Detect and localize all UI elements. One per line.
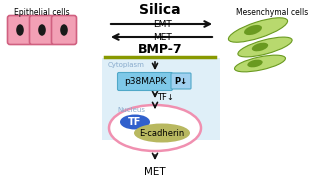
Ellipse shape	[252, 43, 268, 51]
Ellipse shape	[244, 25, 262, 35]
Ellipse shape	[229, 18, 288, 42]
Text: Silica: Silica	[139, 3, 181, 17]
Ellipse shape	[134, 123, 190, 143]
Ellipse shape	[235, 55, 285, 72]
FancyBboxPatch shape	[30, 15, 55, 44]
FancyBboxPatch shape	[102, 58, 220, 140]
Text: Cytoplasm: Cytoplasm	[108, 62, 145, 68]
Text: EMT: EMT	[152, 20, 171, 29]
FancyBboxPatch shape	[7, 15, 32, 44]
Text: Nucleus: Nucleus	[117, 107, 145, 113]
Text: P↓: P↓	[174, 77, 187, 85]
FancyBboxPatch shape	[117, 73, 172, 91]
Ellipse shape	[247, 60, 263, 67]
Text: TF: TF	[128, 117, 142, 127]
Text: BMP-7: BMP-7	[138, 43, 182, 56]
FancyBboxPatch shape	[51, 15, 76, 44]
Text: E-cadherin: E-cadherin	[139, 129, 185, 138]
Text: Epithelial cells: Epithelial cells	[14, 8, 70, 17]
Ellipse shape	[109, 105, 201, 151]
Ellipse shape	[120, 115, 150, 129]
FancyBboxPatch shape	[171, 73, 191, 89]
Ellipse shape	[238, 37, 292, 57]
Text: p38MAPK: p38MAPK	[124, 77, 166, 86]
Text: TF↓: TF↓	[157, 92, 174, 101]
Text: Mesenchymal cells: Mesenchymal cells	[236, 8, 308, 17]
Text: MET: MET	[152, 33, 171, 42]
Text: MET: MET	[144, 167, 166, 177]
Ellipse shape	[60, 24, 68, 36]
Ellipse shape	[38, 24, 46, 36]
Ellipse shape	[16, 24, 24, 36]
